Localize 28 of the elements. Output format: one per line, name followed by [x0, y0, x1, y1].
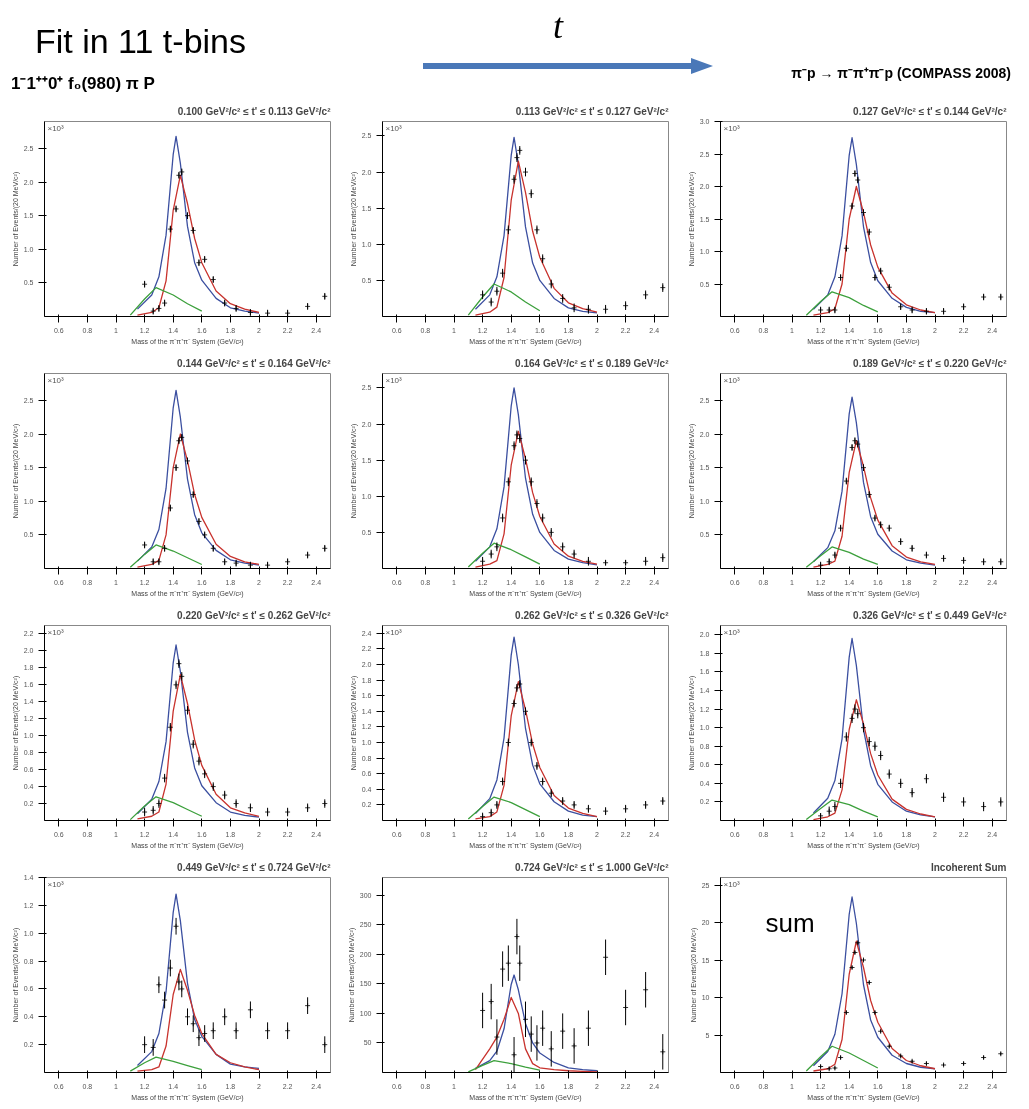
chart-title: 0.326 GeV²/c² ≤ t' ≤ 0.449 GeV²/c² — [853, 609, 1008, 621]
annotation: ×10³ — [47, 123, 65, 133]
chart-title: 0.262 GeV²/c² ≤ t' ≤ 0.326 GeV²/c² — [515, 609, 670, 621]
annotation: ×10³ — [723, 375, 741, 385]
chart-title: Incoherent Sum — [930, 861, 1007, 873]
annotation: ×10³ — [47, 627, 65, 637]
annotation: ×10³ — [385, 627, 403, 637]
text: t — [553, 5, 565, 48]
chart-title: 0.449 GeV²/c² ≤ t' ≤ 0.724 GeV²/c² — [177, 861, 332, 873]
chart-title: 0.724 GeV²/c² ≤ t' ≤ 1.000 GeV²/c² — [515, 861, 670, 873]
annotation: ×10³ — [385, 123, 403, 133]
text: Fit in 11 t-bins — [35, 21, 247, 62]
chart-title: 0.164 GeV²/c² ≤ t' ≤ 0.189 GeV²/c² — [515, 357, 670, 369]
annotation: ×10³ — [723, 123, 741, 133]
chart-title: 0.100 GeV²/c² ≤ t' ≤ 0.113 GeV²/c² — [177, 105, 332, 117]
annotation: ×10³ — [47, 879, 65, 889]
annotation: ×10³ — [385, 375, 403, 385]
chart-title: 0.144 GeV²/c² ≤ t' ≤ 0.164 GeV²/c² — [177, 357, 332, 369]
annotation: ×10³ — [47, 375, 65, 385]
annotation: sum — [765, 907, 815, 938]
chart-title: 0.113 GeV²/c² ≤ t' ≤ 0.127 GeV²/c² — [515, 105, 670, 117]
text: π⁻p → π⁻π⁺π⁻p (COMPASS 2008) — [790, 64, 1011, 83]
text: 1⁻1⁺⁺0⁺ f₀(980) π P — [11, 72, 156, 95]
annotation: ×10³ — [723, 879, 741, 889]
annotation: ×10³ — [723, 627, 741, 637]
chart-title: 0.220 GeV²/c² ≤ t' ≤ 0.262 GeV²/c² — [177, 609, 332, 621]
chart-title: 0.127 GeV²/c² ≤ t' ≤ 0.144 GeV²/c² — [853, 105, 1008, 117]
chart-title: 0.189 GeV²/c² ≤ t' ≤ 0.220 GeV²/c² — [853, 357, 1008, 369]
